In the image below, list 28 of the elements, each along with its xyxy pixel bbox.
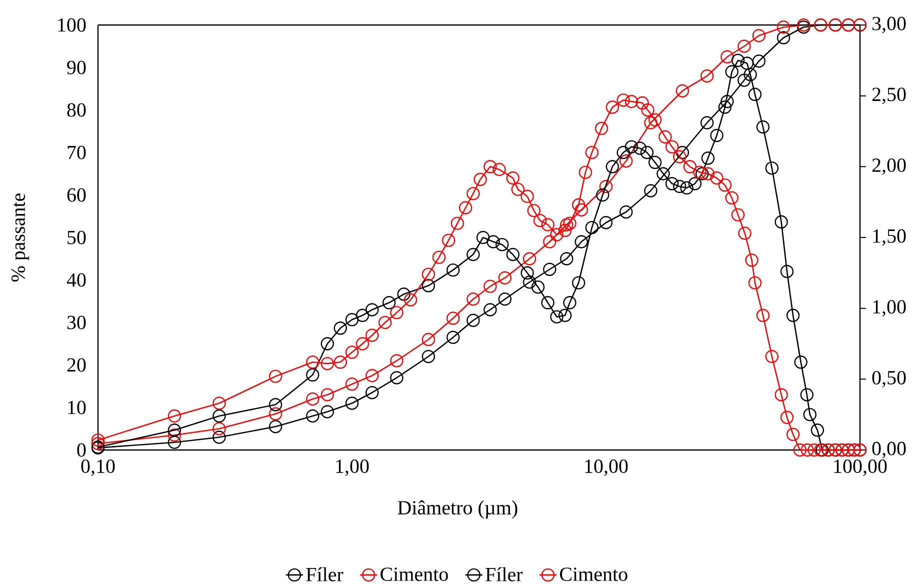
y-tick-label: 90 xyxy=(67,60,86,74)
y2-tick-label: 1,00 xyxy=(873,300,906,317)
x-tick-label: 1,00 xyxy=(336,460,369,476)
y2-tick-label: 2,50 xyxy=(872,88,906,104)
x-tick-label: 0,10 xyxy=(81,460,115,476)
y-axis-title: % passante xyxy=(12,193,30,282)
y-tick-label: 60 xyxy=(67,188,86,202)
y-tick-label: 50 xyxy=(68,230,86,244)
y-tick-label: 10 xyxy=(68,400,86,414)
y-tick-label: 20 xyxy=(67,358,86,372)
y-tick-label: 70 xyxy=(68,146,86,160)
y-tick-label: 0 xyxy=(77,443,86,457)
y2-tick-label: 1,50 xyxy=(873,229,906,246)
y-tick-label: 40 xyxy=(66,273,86,287)
legend-label: Cimento xyxy=(560,568,628,581)
y-tick-label: 30 xyxy=(67,316,86,330)
y2-tick-label: 0,50 xyxy=(872,370,906,388)
x-tick-label: 10,00 xyxy=(585,460,628,476)
x-axis-title: Diâmetro (µm) xyxy=(398,500,518,519)
y-tick-label: 100 xyxy=(58,18,86,32)
y-tick-label: 80 xyxy=(67,103,86,117)
x-tick-label: 100,00 xyxy=(834,460,887,476)
legend-label: Fíler xyxy=(306,567,344,582)
y2-tick-label: 0,00 xyxy=(872,442,906,458)
y2-tick-label: 3,00 xyxy=(872,16,906,34)
y2-tick-label: 2,00 xyxy=(872,158,906,175)
legend-label: Cimento xyxy=(380,568,448,581)
legend-label: Fíler xyxy=(486,567,523,582)
